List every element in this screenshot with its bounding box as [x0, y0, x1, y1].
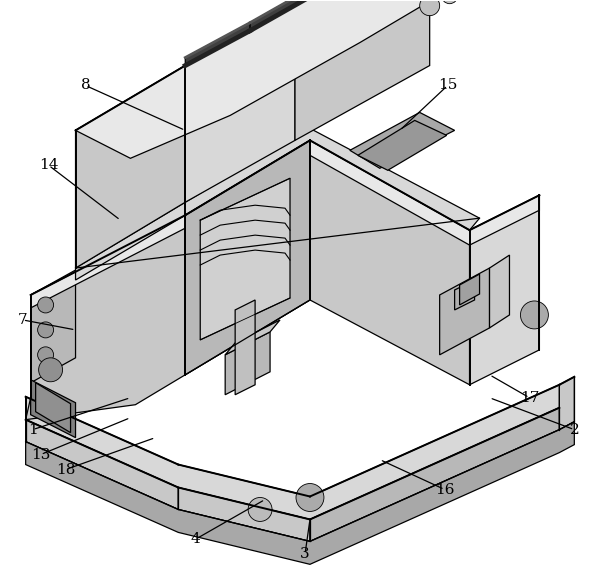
Circle shape [38, 322, 54, 338]
Text: 14: 14 [39, 158, 59, 172]
Circle shape [38, 297, 54, 313]
Polygon shape [76, 65, 185, 268]
Polygon shape [559, 377, 574, 430]
Polygon shape [36, 383, 70, 433]
Text: 1: 1 [28, 423, 37, 437]
Polygon shape [185, 23, 250, 65]
Polygon shape [469, 195, 539, 384]
Text: 17: 17 [520, 391, 539, 405]
Text: 2: 2 [570, 423, 579, 437]
Polygon shape [76, 0, 490, 158]
Circle shape [248, 497, 272, 521]
Text: 7: 7 [18, 313, 27, 327]
Polygon shape [178, 488, 310, 541]
Polygon shape [455, 280, 475, 310]
Polygon shape [200, 178, 290, 340]
Polygon shape [235, 300, 255, 395]
Circle shape [442, 0, 458, 3]
Circle shape [420, 0, 440, 15]
Circle shape [520, 301, 548, 329]
Polygon shape [25, 419, 178, 509]
Text: 15: 15 [438, 79, 457, 92]
Text: 18: 18 [56, 462, 75, 477]
Circle shape [38, 358, 63, 382]
Polygon shape [25, 422, 574, 564]
Polygon shape [31, 380, 76, 438]
Text: 8: 8 [81, 79, 91, 92]
Polygon shape [350, 112, 455, 168]
Polygon shape [459, 274, 480, 305]
Polygon shape [310, 408, 559, 541]
Polygon shape [76, 128, 480, 280]
Text: 13: 13 [31, 448, 50, 462]
Polygon shape [225, 332, 270, 395]
Polygon shape [358, 120, 446, 170]
Polygon shape [25, 215, 185, 419]
Polygon shape [440, 268, 490, 355]
Polygon shape [310, 140, 469, 384]
Polygon shape [185, 140, 310, 375]
Polygon shape [295, 0, 430, 140]
Polygon shape [25, 384, 559, 520]
Circle shape [38, 347, 54, 363]
Polygon shape [31, 140, 539, 308]
Polygon shape [31, 270, 76, 383]
Text: 16: 16 [435, 482, 455, 497]
Circle shape [296, 484, 324, 512]
Text: 3: 3 [300, 547, 310, 562]
Polygon shape [250, 0, 430, 30]
Polygon shape [225, 320, 280, 355]
Text: 4: 4 [191, 532, 200, 547]
Polygon shape [490, 255, 510, 328]
Polygon shape [185, 6, 295, 202]
Polygon shape [185, 140, 310, 375]
